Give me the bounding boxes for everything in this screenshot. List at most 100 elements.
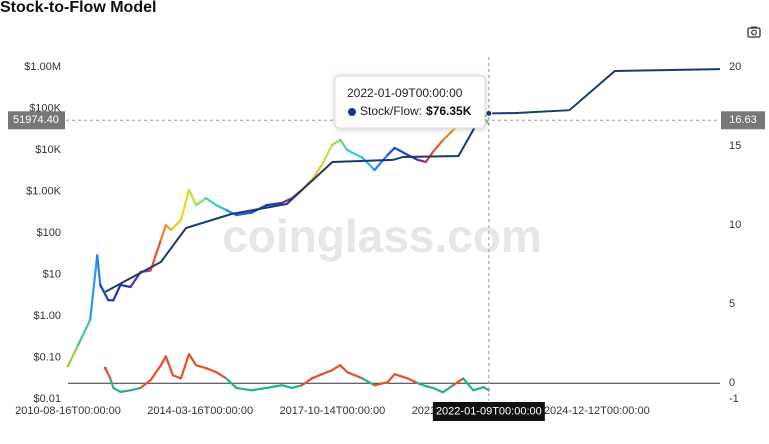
tooltip-value: $76.35K: [426, 104, 472, 118]
line-segment: [346, 371, 364, 380]
line-segment: [89, 254, 99, 322]
line-segment: [194, 364, 208, 370]
y-tick-label: $100: [37, 227, 61, 239]
y-tick-label: $10: [43, 268, 61, 280]
line-segment: [159, 224, 167, 242]
line-segment: [164, 355, 175, 377]
line-segment: [393, 146, 409, 157]
y-tick-label: $10K: [35, 144, 61, 156]
line-segment: [159, 355, 167, 367]
tooltip-label: Stock/Flow:: [360, 104, 422, 118]
line-segment: [171, 374, 182, 380]
line-segment: [139, 378, 152, 390]
line-segment: [149, 238, 162, 272]
y2-tick-label: 20: [729, 61, 741, 73]
line-segment: [290, 384, 304, 390]
line-segment: [441, 384, 455, 394]
tooltip-title: 2022-01-09T00:00:00: [347, 86, 463, 100]
line-segment: [424, 385, 435, 390]
line-segment: [119, 389, 132, 393]
y2-tick-label: 0: [729, 377, 735, 389]
line-segment: [386, 146, 396, 157]
y-tick-label: $0.01: [33, 393, 61, 405]
y2-tick-label: -1: [729, 393, 739, 405]
line-segment: [300, 377, 313, 387]
line-segment: [225, 377, 238, 390]
y-tick-label: $0.10: [33, 351, 61, 363]
line-segment: [373, 153, 389, 172]
line-segment: [330, 138, 342, 147]
x-tick-label: 2010-08-16T00:00:00: [15, 405, 121, 417]
camera-icon[interactable]: [747, 26, 761, 38]
line-segment: [330, 364, 342, 372]
line-segment: [361, 156, 376, 172]
y2-tick-label: 10: [729, 219, 741, 231]
line-segment: [373, 381, 389, 387]
line-segment: [406, 377, 419, 385]
line-segment: [320, 369, 334, 376]
line-segment: [109, 377, 115, 390]
line-segment: [164, 224, 172, 232]
line-segment: [66, 343, 80, 367]
line-segment: [265, 201, 283, 207]
line-segment: [482, 386, 490, 392]
line-segment: [187, 353, 198, 367]
line-segment: [129, 386, 142, 392]
x-tick-label: 2017-10-14T00:00:00: [279, 405, 385, 417]
line-segment: [451, 377, 465, 387]
line-segment: [235, 386, 253, 392]
line-segment: [361, 377, 376, 387]
line-segment: [265, 384, 283, 390]
line-segment: [119, 283, 132, 289]
y-tick-label: $1.00M: [24, 61, 61, 73]
crosshair-x-box: [432, 402, 545, 421]
line-segment: [339, 138, 349, 152]
line-segment: [310, 163, 324, 182]
y-tick-label: $1.00: [33, 310, 61, 322]
model-line: [104, 68, 721, 293]
line-segment: [431, 386, 445, 394]
tooltip-box: [334, 75, 486, 129]
line-segment: [346, 148, 364, 159]
crosshair-y2-label: 16.63: [729, 114, 757, 126]
line-segment: [280, 384, 293, 390]
crosshair-y-label: 51974.40: [13, 114, 59, 126]
y-tick-label: $1.00K: [26, 185, 62, 197]
watermark: coinglass.com: [222, 210, 542, 262]
line-segment: [339, 364, 349, 374]
line-segment: [416, 382, 427, 388]
line-segment: [104, 367, 112, 380]
chart-title: Stock-to-Flow Model: [0, 0, 156, 16]
line-segment: [441, 129, 455, 142]
line-segment: [96, 254, 102, 287]
line-segment: [320, 143, 334, 166]
line-segment: [149, 364, 162, 382]
line-segment: [77, 318, 92, 347]
line-segment: [205, 197, 218, 207]
line-segment: [194, 197, 208, 207]
x-tick-label: 2014-03-16T00:00:00: [147, 405, 253, 417]
line-segment: [310, 373, 324, 380]
line-segment: [250, 386, 268, 392]
line-segment: [431, 138, 445, 153]
crosshair-y2-box: [721, 111, 765, 130]
line-segment: [179, 353, 191, 380]
camera-lens: [751, 29, 757, 36]
crosshair-y-box: [8, 111, 65, 130]
line-segment: [187, 188, 198, 207]
line-segment: [179, 188, 191, 222]
line-segment: [215, 204, 228, 212]
line-segment: [112, 283, 122, 302]
line-segment: [215, 371, 228, 380]
camera-top: [751, 26, 757, 29]
line-segment: [416, 158, 427, 164]
line-segment: [205, 367, 218, 374]
x-tick-label: 2024-12-12T00:00:00: [544, 405, 650, 417]
line-segment: [99, 283, 110, 302]
line-segment: [112, 386, 122, 393]
line-segment: [280, 197, 293, 205]
y2-tick-label: 5: [729, 298, 735, 310]
line-segment: [472, 386, 485, 392]
line-segment: [462, 377, 475, 392]
